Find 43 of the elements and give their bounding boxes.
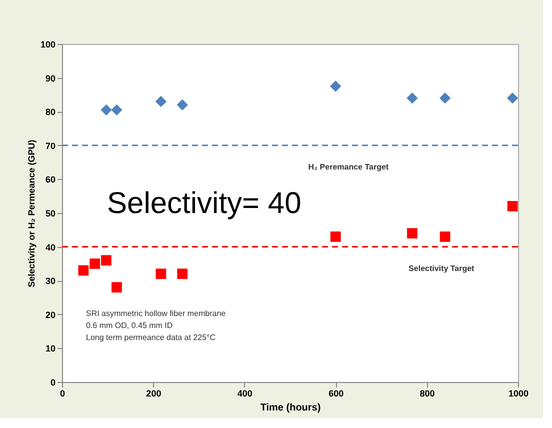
point xyxy=(101,104,112,116)
point xyxy=(507,201,518,212)
x-tick-label: 800 xyxy=(420,388,435,398)
point xyxy=(177,100,188,110)
y-tick-label: 20 xyxy=(45,310,56,320)
y-tick-label: 100 xyxy=(40,40,56,50)
point xyxy=(112,104,122,116)
y-tick-label: 70 xyxy=(45,140,56,151)
point xyxy=(156,96,166,107)
y-tick-label: 90 xyxy=(45,73,56,84)
point xyxy=(407,228,418,238)
point xyxy=(330,231,341,242)
point xyxy=(156,268,166,280)
point xyxy=(330,81,341,92)
y-tick-label: 30 xyxy=(45,276,56,286)
x-tick-label: 200 xyxy=(146,388,162,398)
ref-line-label: H₂ Peremance Target xyxy=(308,162,389,172)
y-tick-label: 60 xyxy=(45,174,56,185)
x-tick-label: 600 xyxy=(328,388,344,398)
annotation: SRI asymmetric hollow fiber membrane xyxy=(86,309,226,318)
annotation: Selectivity= 40 xyxy=(107,187,302,220)
annotation: 0.6 mm OD, 0.45 mm ID xyxy=(86,321,173,330)
x-tick-label: 0 xyxy=(60,388,66,398)
annotation: Long term permeance data at 225°C xyxy=(86,333,216,342)
y-tick-label: 50 xyxy=(45,208,56,218)
point xyxy=(440,231,450,242)
x-axis-title: Time (hours) xyxy=(260,402,321,414)
point xyxy=(177,268,188,280)
point xyxy=(507,92,518,104)
point xyxy=(112,282,122,293)
point xyxy=(440,92,450,104)
point xyxy=(90,258,100,269)
x-tick-label: 400 xyxy=(237,388,252,398)
ref-line-label: Selectivity Target xyxy=(408,264,475,273)
point xyxy=(407,92,418,104)
x-tick-label: 1000 xyxy=(508,388,529,398)
y-tick-label: 80 xyxy=(45,107,56,118)
point xyxy=(101,255,112,266)
y-axis-title: Selectivity or H₂ Permeance (GPU) xyxy=(26,140,36,288)
y-tick-label: 0 xyxy=(50,378,56,388)
point xyxy=(78,265,89,276)
y-tick-label: 40 xyxy=(45,242,56,252)
y-tick-label: 10 xyxy=(45,344,56,354)
